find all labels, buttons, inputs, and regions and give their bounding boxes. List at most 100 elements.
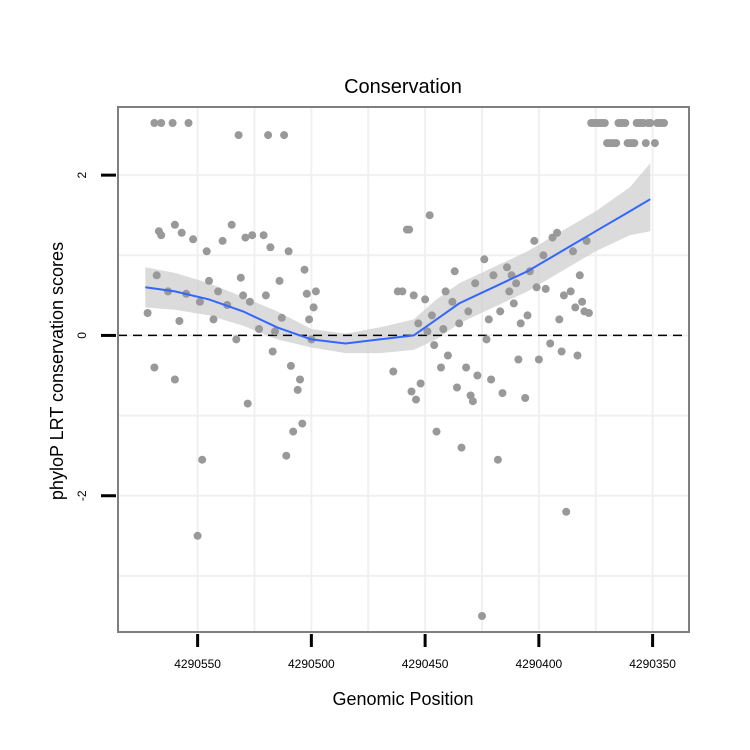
y-tick-label: -2	[75, 490, 89, 501]
data-point	[261, 291, 270, 300]
data-point	[277, 313, 286, 322]
data-point	[289, 427, 298, 436]
data-point	[493, 455, 502, 464]
data-point	[168, 119, 177, 127]
data-point	[462, 363, 471, 372]
data-point	[157, 119, 166, 127]
data-point	[505, 287, 514, 296]
data-point	[437, 363, 445, 372]
data-point	[248, 231, 257, 240]
data-point	[457, 443, 466, 452]
data-point	[480, 255, 489, 264]
data-point	[280, 131, 289, 140]
data-point	[441, 287, 450, 296]
x-tick-label: 4290400	[515, 657, 562, 671]
smooth-trend-line	[145, 198, 651, 345]
data-point	[284, 247, 293, 256]
data-point	[516, 319, 525, 328]
data-point	[523, 311, 532, 320]
data-point	[409, 291, 418, 300]
data-point	[209, 315, 218, 324]
data-point	[487, 375, 496, 384]
data-point	[646, 119, 655, 127]
data-point	[534, 355, 543, 364]
data-point	[300, 265, 309, 274]
data-point	[569, 247, 577, 256]
data-point	[241, 233, 250, 242]
data-point	[227, 220, 236, 229]
data-point	[236, 273, 245, 282]
data-point	[473, 371, 482, 380]
data-point	[266, 243, 275, 252]
data-point	[660, 119, 668, 127]
data-point	[512, 279, 521, 288]
data-point	[498, 389, 507, 398]
data-point	[234, 131, 243, 140]
panel-frame	[117, 106, 690, 633]
data-point	[562, 507, 571, 516]
data-point	[423, 327, 432, 336]
data-point	[425, 211, 434, 220]
data-point	[296, 375, 304, 384]
data-point	[282, 451, 291, 460]
data-point	[150, 119, 159, 127]
data-point	[455, 319, 464, 328]
data-point	[630, 139, 639, 148]
data-point	[432, 427, 441, 436]
data-point	[389, 367, 398, 376]
x-axis-ticks: 4290550 4290500 4290450 4290400 4290350	[174, 634, 676, 671]
data-point	[478, 612, 486, 620]
data-point	[271, 327, 279, 336]
data-point	[439, 325, 448, 333]
data-point	[170, 375, 179, 384]
data-point	[448, 297, 457, 306]
data-point	[471, 279, 480, 288]
data-point	[612, 139, 621, 148]
data-point	[557, 347, 566, 356]
data-point	[175, 317, 184, 325]
data-point	[193, 531, 202, 540]
data-point	[621, 119, 630, 127]
chart-title: Conservation	[344, 76, 462, 98]
data-point	[407, 387, 416, 396]
data-point	[305, 315, 314, 324]
data-point	[571, 303, 580, 312]
data-point	[541, 284, 550, 293]
data-point	[453, 383, 461, 392]
x-tick-label: 4290550	[174, 657, 221, 671]
data-point	[555, 315, 564, 324]
data-point	[177, 228, 186, 237]
data-point	[232, 335, 241, 344]
data-point	[573, 351, 582, 360]
data-point	[150, 363, 159, 372]
data-point	[509, 299, 518, 308]
data-point	[468, 397, 477, 406]
data-point	[398, 287, 407, 296]
x-axis-title: Genomic Position	[332, 689, 473, 709]
data-point	[566, 287, 575, 296]
data-point	[195, 297, 204, 306]
data-point	[170, 220, 179, 229]
data-point	[539, 251, 548, 260]
data-point	[650, 139, 659, 148]
y-axis-title: phyloP LRT conservation scores	[47, 242, 67, 500]
data-point	[243, 399, 252, 408]
data-point	[202, 247, 211, 256]
data-point	[189, 235, 198, 244]
data-point	[575, 271, 584, 280]
data-point	[245, 297, 254, 306]
data-point	[521, 394, 530, 402]
y-tick-label: 0	[75, 332, 89, 339]
y-tick-label: 2	[75, 171, 89, 178]
data-point	[268, 347, 277, 356]
data-point	[198, 455, 207, 464]
data-point	[514, 355, 523, 364]
data-point	[489, 271, 498, 280]
data-point	[482, 335, 491, 344]
data-point	[496, 307, 505, 316]
data-point	[311, 287, 320, 296]
data-point	[416, 379, 425, 388]
data-point	[553, 228, 562, 237]
data-point	[298, 419, 307, 428]
data-point	[443, 351, 452, 360]
